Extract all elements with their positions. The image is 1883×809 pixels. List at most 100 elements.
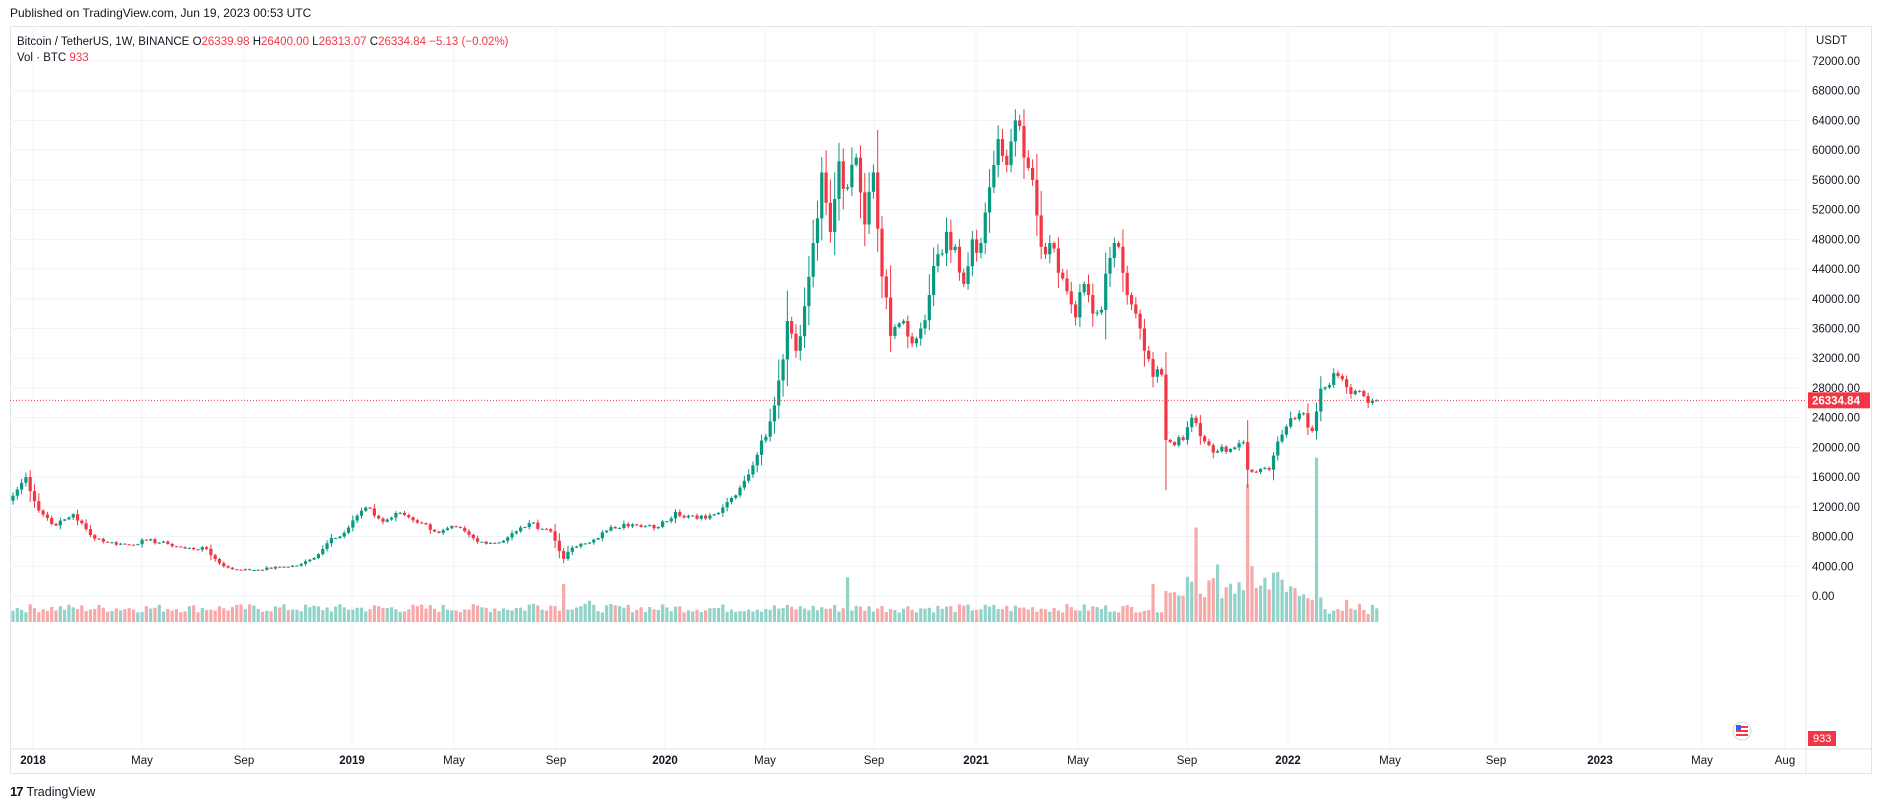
volume-bar: [187, 606, 191, 622]
volume-bar: [110, 611, 114, 622]
candle-body: [1345, 379, 1349, 388]
candle-body: [28, 477, 32, 492]
candle-body: [1134, 304, 1138, 314]
candle-body: [630, 524, 635, 527]
candle-body: [385, 519, 389, 522]
candle-body: [975, 239, 979, 253]
volume-bar: [923, 608, 927, 622]
volume-bar: [1357, 603, 1362, 622]
x-tick-label: Sep: [234, 755, 254, 767]
candle-body: [699, 515, 703, 519]
candle-body: [269, 567, 273, 569]
volume-bar: [1306, 598, 1310, 622]
volume-bar: [269, 611, 273, 622]
legend-low-label: L: [312, 36, 319, 48]
volume-bar: [71, 607, 75, 622]
volume-bar: [368, 609, 372, 622]
candle-body: [256, 569, 260, 571]
volume-bar: [200, 607, 204, 622]
candle-body: [1035, 179, 1039, 216]
candle-body: [41, 510, 45, 515]
volume-bar: [402, 611, 407, 622]
last-volume-label: 933: [1813, 733, 1831, 745]
volume-bar: [1237, 582, 1241, 622]
volume-bar: [919, 608, 923, 622]
x-tick-label: May: [1067, 755, 1089, 767]
volume-bar: [570, 609, 574, 622]
volume-bar: [1194, 527, 1198, 622]
volume-bar: [979, 609, 983, 622]
volume-bar: [24, 612, 28, 622]
candle-body: [1117, 243, 1121, 247]
volume-bar: [837, 611, 841, 622]
volume-bar: [1207, 580, 1211, 622]
candle-body: [983, 212, 987, 244]
candle-body: [587, 542, 592, 544]
volume-bar: [45, 610, 50, 622]
volume-bar: [170, 610, 174, 622]
footer-brand[interactable]: 17 TradingView: [10, 784, 95, 799]
candle-body: [1353, 390, 1357, 395]
volume-bar: [463, 609, 467, 622]
volume-bar: [802, 608, 807, 622]
volume-bar: [622, 607, 626, 622]
volume-bar: [820, 607, 824, 622]
candle-body: [84, 523, 88, 530]
candle-body: [1043, 246, 1048, 255]
volume-bar: [106, 611, 110, 622]
candle-body: [161, 541, 166, 543]
candle-body: [1220, 446, 1224, 452]
volume-bar: [15, 607, 19, 622]
volume-bar: [876, 608, 880, 622]
candle-body: [334, 538, 338, 540]
volume-bar: [355, 607, 359, 622]
candle-body: [536, 522, 540, 529]
candle-body: [514, 531, 518, 534]
candle-body: [329, 538, 333, 544]
candle-body: [170, 543, 174, 547]
candle-body: [1349, 387, 1353, 395]
candle-body: [235, 569, 239, 571]
volume-bar: [1078, 610, 1082, 622]
candle-body: [166, 541, 170, 544]
volume-bar: [540, 609, 544, 622]
volume-bar: [936, 605, 940, 622]
volume-bar: [510, 610, 514, 622]
candle-body: [583, 543, 587, 545]
volume-bar: [1009, 611, 1013, 622]
legend-change: −5.13 (−0.02%): [429, 36, 509, 48]
candle-body: [854, 157, 858, 165]
candle-body: [493, 542, 497, 544]
volume-bar: [183, 611, 187, 622]
volume-bar: [613, 605, 617, 622]
candle-body: [1306, 413, 1310, 428]
volume-bar: [299, 611, 303, 622]
candle-body: [579, 543, 583, 547]
candle-body: [88, 529, 93, 536]
candle-body: [790, 321, 794, 334]
volume-bar: [716, 607, 721, 622]
candle-body: [114, 542, 118, 545]
volume-bar: [1086, 610, 1091, 622]
candle-body: [1155, 369, 1159, 377]
volume-bar: [80, 605, 84, 622]
volume-bar: [1340, 610, 1344, 622]
last-price-label: 26334.84: [1812, 395, 1861, 407]
volume-bar: [1267, 589, 1271, 622]
volume-bar: [824, 608, 828, 622]
candle-body: [153, 539, 157, 544]
candle-body: [432, 529, 437, 532]
volume-bar: [712, 607, 716, 622]
volume-bar: [278, 607, 282, 622]
volume-bar: [1246, 484, 1250, 622]
candle-body: [140, 539, 144, 545]
volume-bar: [1370, 604, 1375, 622]
volume-bar: [54, 610, 58, 622]
candle-body: [1125, 272, 1129, 296]
volume-bar: [587, 600, 592, 622]
candle-body: [196, 549, 200, 551]
volume-bar: [32, 608, 37, 622]
volume-bar: [1327, 613, 1332, 622]
volume-bar: [1345, 599, 1349, 622]
